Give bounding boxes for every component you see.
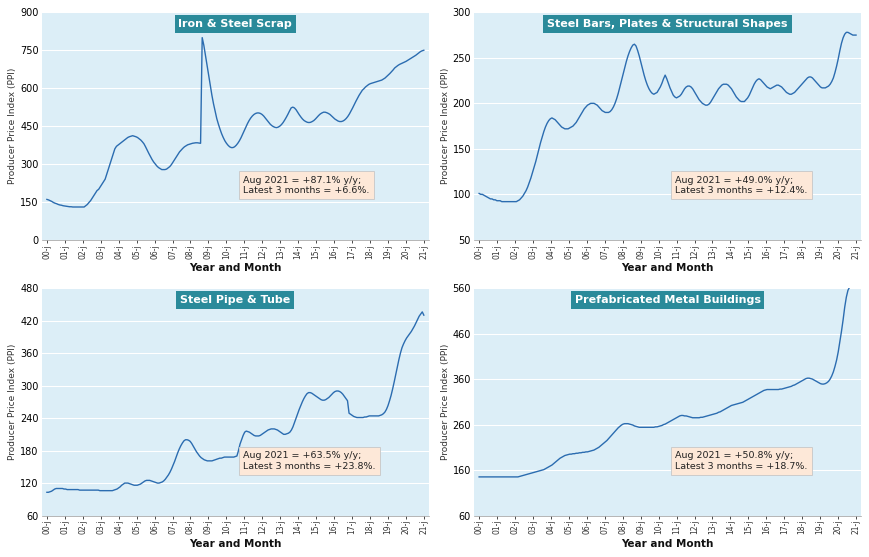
Text: Iron & Steel Scrap: Iron & Steel Scrap (178, 19, 292, 29)
Text: Steel Bars, Plates & Structural Shapes: Steel Bars, Plates & Structural Shapes (547, 19, 787, 29)
Text: Steel Pipe & Tube: Steel Pipe & Tube (180, 295, 290, 305)
Y-axis label: Producer Price Index (PPI): Producer Price Index (PPI) (9, 344, 17, 460)
X-axis label: Year and Month: Year and Month (189, 263, 282, 273)
X-axis label: Year and Month: Year and Month (189, 539, 282, 549)
Text: Aug 2021 = +50.8% y/y;
Latest 3 months = +18.7%.: Aug 2021 = +50.8% y/y; Latest 3 months =… (674, 451, 806, 471)
Y-axis label: Producer Price Index (PPI): Producer Price Index (PPI) (440, 68, 449, 184)
Text: Prefabricated Metal Buildings: Prefabricated Metal Buildings (574, 295, 760, 305)
Text: Aug 2021 = +49.0% y/y;
Latest 3 months = +12.4%.: Aug 2021 = +49.0% y/y; Latest 3 months =… (674, 175, 806, 195)
Text: Aug 2021 = +63.5% y/y;
Latest 3 months = +23.8%.: Aug 2021 = +63.5% y/y; Latest 3 months =… (242, 451, 375, 471)
Y-axis label: Producer Price Index (PPI): Producer Price Index (PPI) (9, 68, 17, 184)
X-axis label: Year and Month: Year and Month (620, 263, 713, 273)
Text: Aug 2021 = +87.1% y/y;
Latest 3 months = +6.6%.: Aug 2021 = +87.1% y/y; Latest 3 months =… (242, 175, 369, 195)
X-axis label: Year and Month: Year and Month (620, 539, 713, 549)
Y-axis label: Producer Price Index (PPI): Producer Price Index (PPI) (441, 344, 449, 460)
